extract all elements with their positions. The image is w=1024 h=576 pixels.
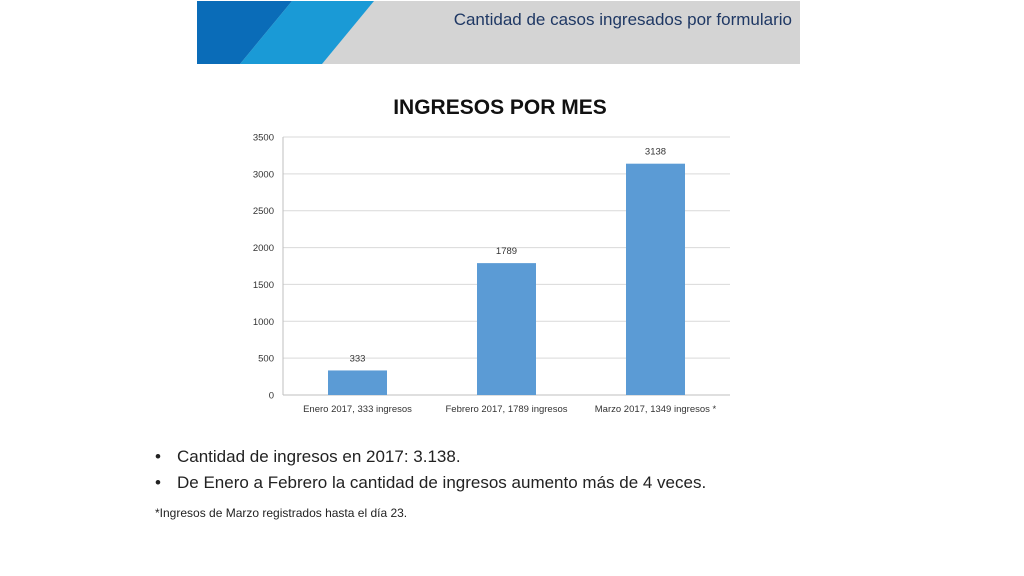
data-label: 333 <box>350 353 366 364</box>
bullet-text: De Enero a Febrero la cantidad de ingres… <box>177 473 707 492</box>
y-tick-label: 1000 <box>253 317 274 328</box>
header-title: Cantidad de casos ingresados por formula… <box>453 10 792 29</box>
y-tick-label: 500 <box>258 354 274 365</box>
data-label: 3138 <box>645 147 666 158</box>
footnote: *Ingresos de Marzo registrados hasta el … <box>155 506 408 520</box>
y-tick-label: 2500 <box>253 206 274 217</box>
x-tick-label: Enero 2017, 333 ingresos <box>303 404 412 415</box>
bullet-glyph: • <box>155 473 161 492</box>
header-decoration <box>197 1 374 64</box>
data-label: 1789 <box>496 246 517 257</box>
bar <box>477 263 536 395</box>
bullet-text: Cantidad de ingresos en 2017: 3.138. <box>177 447 461 466</box>
bullet-list: • Cantidad de ingresos en 2017: 3.138. • D… <box>155 444 706 496</box>
bar <box>328 370 387 395</box>
bullet-item: • Cantidad de ingresos en 2017: 3.138. <box>155 444 706 470</box>
bar <box>626 163 685 395</box>
bullet-glyph: • <box>155 447 161 466</box>
y-tick-label: 0 <box>269 391 274 402</box>
bullet-item: • De Enero a Febrero la cantidad de ingre… <box>155 470 706 496</box>
x-tick-label: Febrero 2017, 1789 ingresos <box>446 404 568 415</box>
y-tick-label: 2000 <box>253 243 274 254</box>
header-banner: Cantidad de casos ingresados por formula… <box>197 1 800 64</box>
y-tick-label: 3000 <box>253 169 274 180</box>
chart-title: INGRESOS POR MES <box>393 96 607 119</box>
y-tick-label: 3500 <box>253 133 274 144</box>
y-tick-label: 1500 <box>253 280 274 291</box>
x-tick-label: Marzo 2017, 1349 ingresos * <box>595 404 717 415</box>
